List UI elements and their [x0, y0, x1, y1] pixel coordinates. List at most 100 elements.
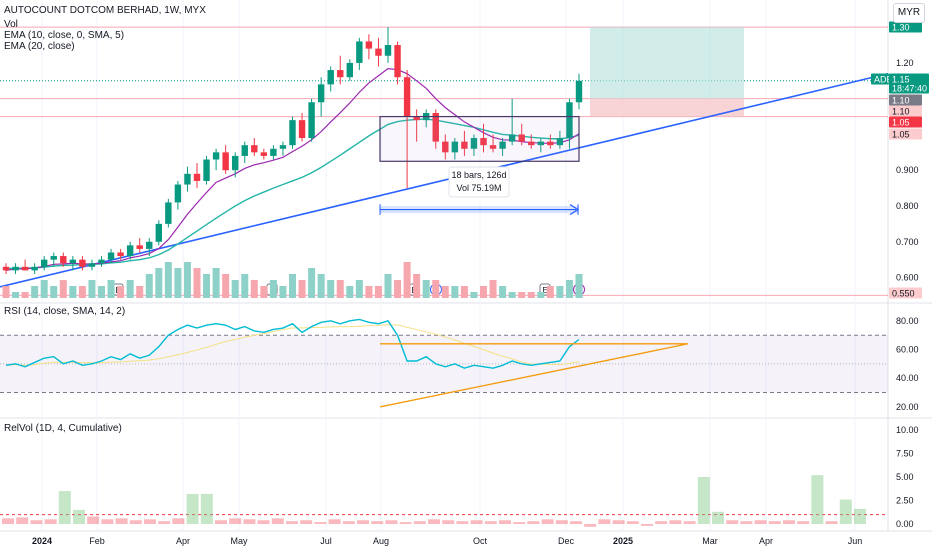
relvol-bar	[271, 518, 284, 524]
relvol-bar	[129, 520, 142, 524]
relvol-bar	[186, 493, 199, 524]
relvol-bar	[158, 521, 171, 524]
rsi-tick-label: 60.00	[896, 345, 919, 355]
candle-body	[480, 138, 487, 146]
relvol-bar	[740, 521, 753, 524]
candle-body	[566, 102, 573, 139]
range-vol-label: Vol 75.19M	[456, 183, 501, 193]
price-tag-label: ADB	[874, 75, 893, 85]
volume-bar	[422, 280, 430, 298]
volume-bar	[117, 286, 125, 298]
relvol-bar	[300, 520, 313, 524]
volume-bar	[537, 292, 545, 298]
target-zone	[590, 27, 744, 99]
time-tick-label: Apr	[176, 536, 190, 546]
time-tick-label: Aug	[373, 536, 389, 546]
relvol-bar	[229, 518, 242, 524]
price-tag: 0.550	[889, 287, 922, 299]
relvol-bar	[115, 518, 128, 524]
price-tag-bg	[889, 73, 929, 85]
volume-bar	[126, 280, 134, 298]
volume-bar	[260, 286, 268, 298]
relvol-bar	[598, 519, 611, 524]
relvol-bar	[754, 520, 767, 524]
relvol-bar	[527, 521, 540, 524]
candle-body	[575, 80, 583, 103]
volume-bar	[212, 268, 220, 298]
relvol-bar	[811, 475, 824, 524]
volume-bar	[470, 292, 478, 298]
ema20-legend[interactable]: EMA (20, close)	[4, 41, 75, 52]
candle-body	[489, 145, 497, 149]
time-tick-label: Feb	[89, 536, 105, 546]
currency-selector[interactable]: MYR	[893, 3, 925, 23]
candle-body	[60, 256, 67, 264]
volume-bar	[107, 280, 115, 298]
price-tag: 18:47:40	[889, 82, 929, 94]
volume-bar	[12, 292, 20, 298]
volume-bar	[441, 286, 449, 298]
relvol-bar	[286, 521, 298, 524]
volume-bar	[69, 286, 77, 298]
relvol-legend[interactable]: RelVol (1D, 4, Cumulative)	[4, 423, 122, 434]
time-tick-label: 2024	[32, 536, 52, 546]
relvol-bar	[442, 520, 455, 524]
volume-bar	[546, 286, 554, 298]
ema10-legend[interactable]: EMA (10, close, 0, SMA, 5)	[4, 30, 125, 41]
price-tag: 1.05	[889, 116, 922, 128]
candle-body	[165, 202, 172, 224]
price-tick-label: 0.600	[896, 273, 919, 283]
volume-bar	[432, 280, 440, 298]
candle-body	[308, 102, 315, 139]
volume-bar	[499, 286, 507, 298]
candle-body	[537, 141, 544, 146]
price-tag-bg	[889, 105, 922, 117]
price-tag-bg	[871, 73, 889, 85]
range-box	[379, 115, 580, 162]
price-tag-label: 18:47:40	[892, 84, 927, 94]
range-label-box	[448, 166, 510, 198]
price-tag: 1.30	[889, 21, 922, 33]
vol-legend[interactable]: Vol	[4, 19, 18, 30]
relvol-bar	[257, 520, 270, 524]
relvol-bar	[58, 491, 71, 524]
candle-body	[251, 145, 258, 153]
relvol-bar	[144, 519, 156, 524]
volume-bar	[374, 286, 382, 298]
candle-body	[547, 141, 554, 146]
price-tick-label: 0.800	[896, 201, 919, 211]
candle-body	[289, 120, 296, 146]
stop-zone	[590, 98, 744, 117]
relvol-bar	[783, 520, 795, 524]
candle-body	[117, 252, 124, 257]
time-tick-label: Dec	[558, 536, 575, 546]
price-tick-label: 0.900	[896, 165, 919, 175]
rsi-tick-label: 80.00	[896, 316, 919, 326]
volume-bar	[222, 274, 230, 298]
relvol-bar	[172, 518, 185, 524]
volume-bar	[556, 286, 564, 298]
price-tag-label: 1.05	[892, 130, 910, 140]
candle-body	[365, 41, 373, 49]
rsi-legend[interactable]: RSI (14, close, SMA, 14, 2)	[4, 306, 126, 317]
price-tag-bg	[889, 21, 922, 33]
relvol-bar	[342, 521, 355, 524]
relvol-bar	[470, 520, 483, 524]
candle-body	[375, 48, 382, 56]
candle-body	[356, 41, 363, 63]
volume-bar	[365, 286, 373, 298]
volume-bar	[250, 280, 258, 298]
relvol-bar	[655, 521, 668, 524]
candle-body	[260, 152, 268, 156]
candle-body	[184, 173, 191, 185]
relvol-bar	[541, 519, 554, 524]
volume-bar	[203, 274, 211, 298]
rsi-line	[5, 318, 580, 369]
volume-bar	[50, 286, 58, 298]
relvol-bar	[513, 522, 526, 524]
relvol-bar	[641, 524, 653, 526]
relvol-bar	[683, 521, 696, 524]
candle-body	[41, 259, 48, 267]
candle-body	[461, 141, 468, 149]
